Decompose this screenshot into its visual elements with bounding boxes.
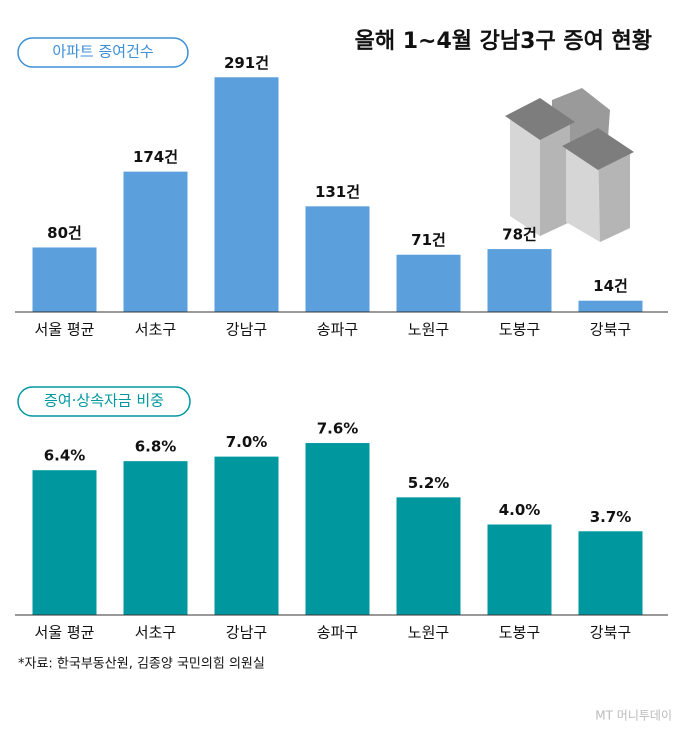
chart-subtitle: 증여·상속자금 비중 xyxy=(44,392,164,410)
bar xyxy=(487,524,552,615)
x-tick-label: 서울 평균 xyxy=(35,624,95,642)
bar xyxy=(214,456,279,615)
value-label: 291건 xyxy=(224,54,269,72)
value-label: 4.0% xyxy=(499,501,541,519)
value-label: 80건 xyxy=(47,224,82,242)
value-label: 6.8% xyxy=(135,438,177,456)
x-tick-label: 서울 평균 xyxy=(35,321,95,339)
value-label: 5.2% xyxy=(408,474,450,492)
x-tick-label: 노원구 xyxy=(408,624,449,642)
x-tick-label: 강북구 xyxy=(590,624,631,642)
x-tick-label: 노원구 xyxy=(408,321,449,339)
bar xyxy=(396,497,461,615)
value-label: 78건 xyxy=(502,226,537,244)
bar xyxy=(32,470,97,615)
value-label: 3.7% xyxy=(590,508,632,526)
bar xyxy=(487,249,552,312)
buildings-illustration xyxy=(505,88,634,242)
x-tick-label: 송파구 xyxy=(317,321,358,339)
value-label: 174건 xyxy=(133,148,178,166)
value-label: 6.4% xyxy=(44,447,86,465)
bar xyxy=(396,254,461,312)
bar xyxy=(578,300,643,312)
value-label: 7.6% xyxy=(317,420,359,438)
pill xyxy=(17,386,191,417)
x-tick-label: 송파구 xyxy=(317,624,358,642)
x-tick-label: 강북구 xyxy=(590,321,631,339)
bar xyxy=(123,461,188,615)
source: *자료: 한국부동산원, 김종양 국민의힘 의원실 xyxy=(18,657,265,672)
x-tick-label: 강남구 xyxy=(226,624,267,642)
value-label: 71건 xyxy=(411,231,446,249)
x-tick-label: 서초구 xyxy=(135,624,176,642)
bar xyxy=(32,247,97,312)
value-label: 131건 xyxy=(315,183,360,201)
value-label: 7.0% xyxy=(226,433,268,451)
value-label: 14건 xyxy=(593,277,628,295)
bar xyxy=(305,443,370,615)
bar xyxy=(305,206,370,312)
watermark: MT 머니투데이 xyxy=(595,709,672,723)
x-tick-label: 도봉구 xyxy=(499,624,540,642)
x-tick-label: 도봉구 xyxy=(499,321,540,339)
x-tick-label: 강남구 xyxy=(226,321,267,339)
pill xyxy=(17,37,189,68)
bar xyxy=(214,77,279,312)
bar xyxy=(123,171,188,312)
x-tick-label: 서초구 xyxy=(135,321,176,339)
main-title: 올해 1~4월 강남3구 증여 현황 xyxy=(355,29,652,54)
chart-subtitle: 아파트 증여건수 xyxy=(52,43,153,61)
bar xyxy=(578,531,643,615)
